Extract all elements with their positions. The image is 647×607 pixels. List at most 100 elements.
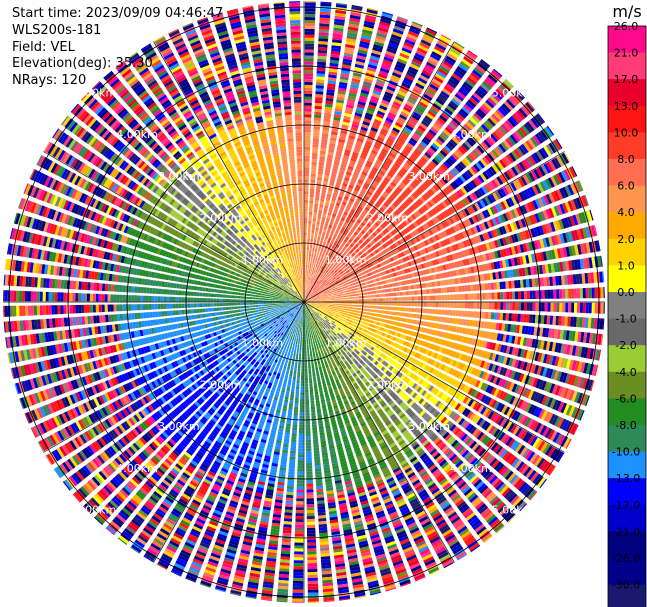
range-gate <box>335 275 339 278</box>
range-gate <box>441 63 452 71</box>
range-gate <box>347 98 356 103</box>
range-gate <box>304 111 312 115</box>
range-gate <box>388 112 397 118</box>
range-gate <box>404 262 409 268</box>
range-gate <box>319 288 323 292</box>
range-gate <box>393 25 405 32</box>
range-gate <box>326 300 330 302</box>
range-gate <box>551 206 558 217</box>
range-gate <box>416 176 423 183</box>
range-gate <box>335 298 339 300</box>
range-gate <box>512 180 520 190</box>
range-gate <box>304 185 309 189</box>
range-gate <box>429 199 436 206</box>
range-gate <box>417 290 421 295</box>
range-gate <box>346 265 351 270</box>
range-gate <box>344 112 352 118</box>
range-gate <box>355 184 361 190</box>
range-gate <box>315 188 321 193</box>
range-gate <box>327 279 331 282</box>
range-gate <box>343 283 347 286</box>
range-gate <box>338 313 343 316</box>
range-gate <box>534 213 541 223</box>
range-gate <box>481 185 489 194</box>
range-gate <box>412 230 418 237</box>
range-gate <box>322 257 326 261</box>
range-gate <box>465 183 473 192</box>
range-gate <box>312 147 319 151</box>
range-gate <box>407 121 416 129</box>
range-gate <box>317 58 327 63</box>
range-gate <box>359 40 370 46</box>
range-gate <box>332 303 336 305</box>
range-gate <box>316 280 319 284</box>
range-gate <box>355 307 359 310</box>
range-gate <box>304 46 314 50</box>
range-gate <box>413 212 419 218</box>
range-gate <box>450 226 456 234</box>
range-gate <box>435 43 447 51</box>
range-gate <box>304 37 315 41</box>
range-gate <box>509 302 513 311</box>
range-gate <box>382 243 387 249</box>
range-gate <box>449 100 459 109</box>
range-gate <box>393 69 403 76</box>
range-gate <box>483 139 492 149</box>
range-gate <box>436 224 442 232</box>
range-gate <box>386 186 393 192</box>
range-gate <box>364 17 376 23</box>
range-gate <box>541 224 547 235</box>
range-gate <box>306 292 309 295</box>
range-gate <box>411 307 415 313</box>
range-gate <box>479 199 486 208</box>
range-gate <box>377 258 382 263</box>
range-gate <box>541 302 545 312</box>
range-gate <box>317 249 321 253</box>
range-gate <box>548 160 557 171</box>
range-gate <box>334 230 339 235</box>
range-gate <box>307 296 310 299</box>
range-gate <box>497 189 504 199</box>
range-gate <box>368 101 378 107</box>
range-gate <box>456 294 460 300</box>
range-gate <box>334 253 338 258</box>
range-gate <box>309 197 314 201</box>
range-gate <box>333 189 339 194</box>
range-gate <box>321 136 328 140</box>
range-gate <box>390 181 397 188</box>
range-gate <box>430 173 438 181</box>
range-gate <box>479 234 485 242</box>
range-gate <box>462 142 470 151</box>
range-gate <box>366 243 372 249</box>
range-gate <box>490 282 495 290</box>
range-gate <box>442 230 448 237</box>
range-gate <box>304 229 307 233</box>
range-gate <box>327 291 331 294</box>
range-gate <box>421 256 426 262</box>
range-gate <box>311 277 313 281</box>
range-gate <box>362 235 367 240</box>
range-gate <box>324 235 329 240</box>
range-gate <box>379 294 383 298</box>
range-gate <box>374 141 382 147</box>
range-gate <box>463 81 474 90</box>
range-gate <box>585 287 589 299</box>
range-gate <box>439 165 447 173</box>
range-gate <box>464 197 471 205</box>
range-gate <box>505 281 509 289</box>
range-gate <box>481 210 488 219</box>
range-gate <box>390 230 396 236</box>
range-gate <box>443 287 448 293</box>
range-gate <box>402 291 406 296</box>
range-gate <box>310 259 313 263</box>
range-gate <box>385 279 390 284</box>
range-gate <box>331 216 336 221</box>
range-gate <box>315 227 319 231</box>
range-gate <box>329 289 333 292</box>
range-gate <box>388 297 392 301</box>
range-gate <box>342 241 346 246</box>
range-gate <box>305 276 307 280</box>
range-gate <box>394 297 398 301</box>
range-gate <box>466 169 474 178</box>
range-gate <box>360 190 366 195</box>
